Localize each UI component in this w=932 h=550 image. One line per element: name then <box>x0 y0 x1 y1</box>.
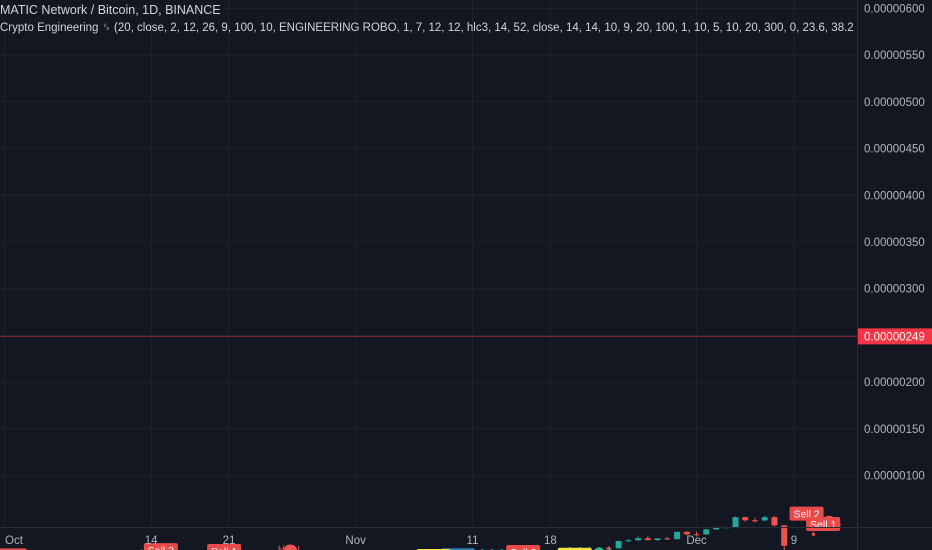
candle-body <box>664 538 671 540</box>
price-tick-label: 0.00000600 <box>864 3 925 15</box>
candle <box>635 536 642 542</box>
candle-body <box>761 517 768 521</box>
signal-tag-bg <box>143 543 178 550</box>
candle <box>693 531 700 537</box>
candle-body <box>654 538 661 541</box>
grid-lines <box>0 0 857 527</box>
candle <box>683 531 690 536</box>
signal-tag-bg <box>557 547 592 550</box>
candle-body <box>713 527 720 530</box>
candle <box>703 528 710 535</box>
last-price-badge <box>858 328 932 345</box>
candle <box>732 516 739 528</box>
candle <box>664 536 671 540</box>
candle <box>742 516 749 522</box>
signal-circle <box>594 547 605 550</box>
signal-tag: Sell 2 <box>506 544 541 550</box>
candle-body <box>742 517 749 521</box>
candle-body <box>703 529 710 535</box>
candle-body <box>693 534 700 536</box>
candle-body <box>635 538 642 541</box>
price-tick-label: 0.00000350 <box>864 237 925 249</box>
candle-body <box>625 540 632 542</box>
signal-tag: Sell 1 <box>806 517 841 532</box>
price-tick-label: 0.00000150 <box>864 424 925 436</box>
candle-body <box>674 531 681 540</box>
signal-tag: Sell 2 <box>143 543 178 550</box>
signal-tag-bg <box>207 544 242 550</box>
price-tick-label: 0.00000400 <box>864 190 925 202</box>
candle-body <box>732 517 739 528</box>
signal-tag-label: Sell 2 <box>148 545 174 550</box>
time-axis[interactable]: Oct 14 21 Nov 11 18 Dec 9 <box>5 535 797 547</box>
last-price-value: 0.00000249 <box>864 331 925 343</box>
time-tick-label: Oct <box>5 535 24 547</box>
candle-body <box>781 525 788 546</box>
time-tick-label: Nov <box>345 535 366 547</box>
signal-tag: Sell 1 <box>207 544 242 550</box>
symbol-title: MATIC Network / Bitcoin, 1D, BINANCE <box>0 3 221 17</box>
time-tick-label: 14 <box>145 535 158 547</box>
candle-body <box>615 541 622 549</box>
time-tick-label: 21 <box>223 535 236 547</box>
candle <box>615 540 622 549</box>
candle <box>761 515 768 522</box>
time-tick-label: 9 <box>791 535 797 547</box>
candle <box>751 517 758 523</box>
indicator-legend[interactable]: Crypto Engineering ␟ (20, close, 2, 12, … <box>0 22 854 34</box>
candle <box>644 536 651 541</box>
candle <box>674 531 681 540</box>
price-tick-label: 0.00000300 <box>864 284 925 296</box>
price-tick-label: 0.00000100 <box>864 471 925 483</box>
last-price-marker: 0.00000249 <box>858 328 932 345</box>
time-tick-label: 18 <box>544 535 557 547</box>
candle-body <box>683 531 690 535</box>
candle <box>654 538 661 542</box>
candle <box>771 515 778 527</box>
candle-body <box>751 520 758 522</box>
signal-tag-label: Sell 1 <box>211 546 237 550</box>
signal-circle <box>283 544 298 550</box>
candle-body <box>771 517 778 526</box>
candle-body <box>605 547 612 549</box>
candle <box>605 546 612 549</box>
candle-body <box>644 538 651 541</box>
price-tick-label: 0.00000550 <box>864 50 925 62</box>
time-tick-label: Dec <box>686 535 707 547</box>
candle <box>625 539 632 543</box>
price-tick-label: 0.00000500 <box>864 97 925 109</box>
signal-tag-bg <box>506 544 541 550</box>
signal-tag-label: Sell 2 <box>510 547 536 550</box>
signal-dot <box>811 532 816 536</box>
price-tick-label: 0.00000450 <box>864 144 925 156</box>
time-tick-label: 11 <box>467 535 479 547</box>
signal-tag-label: Sell 1 <box>810 519 836 531</box>
price-tick-label: 0.00000200 <box>864 377 925 389</box>
